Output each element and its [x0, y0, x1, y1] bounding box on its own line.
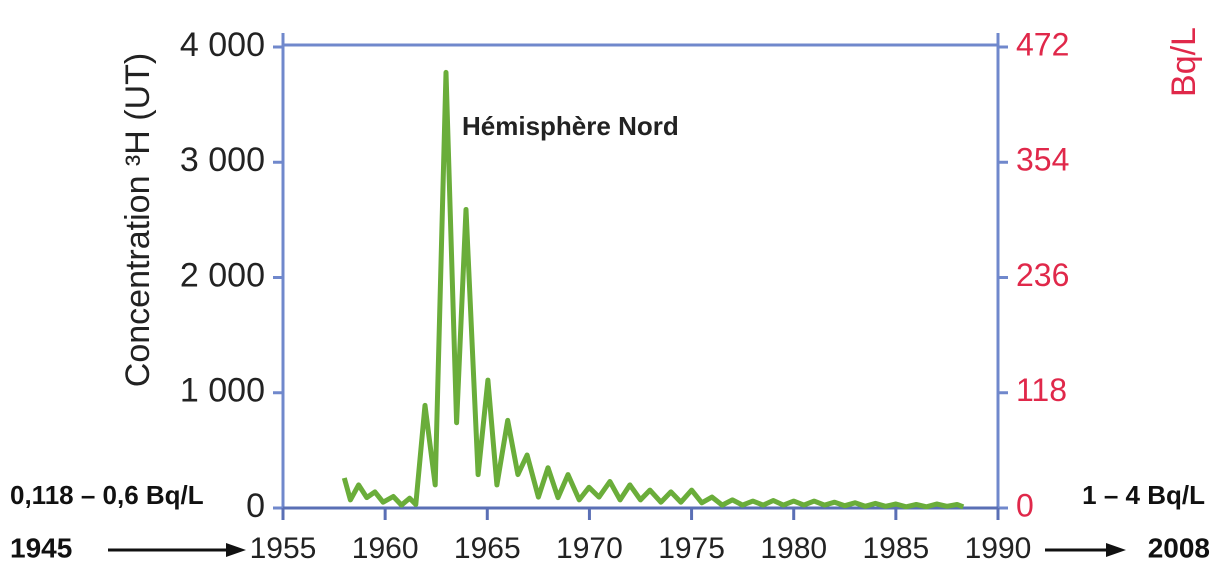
left-unit-range: 0,118 – 0,6 Bq/L: [10, 480, 204, 510]
y-tick-label: 1 000: [180, 372, 265, 410]
start-year: 1945: [10, 532, 72, 563]
y2-tick-label: 118: [1016, 372, 1067, 408]
right-unit-range: 1 – 4 Bq/L: [1082, 480, 1205, 510]
x-tick-label: 1980: [760, 532, 827, 565]
x-tick-label: 1990: [965, 532, 1032, 565]
x-tick-label: 1985: [862, 532, 929, 565]
x-tick-label: 1965: [454, 532, 521, 565]
arrow-head: [226, 543, 246, 557]
y2-tick-label: 472: [1016, 26, 1069, 62]
y-tick-label: 4 000: [180, 26, 265, 64]
y-tick-label: 3 000: [180, 141, 265, 179]
y-tick-label: 2 000: [180, 256, 265, 294]
y2-tick-label: 0: [1016, 487, 1034, 523]
x-tick-label: 1970: [556, 532, 623, 565]
y2-tick-label: 354: [1016, 142, 1069, 178]
y-tick-label: 0: [246, 487, 265, 525]
y2-tick-label: 236: [1016, 257, 1069, 293]
x-tick-label: 1955: [250, 532, 317, 565]
end-year: 2008: [1148, 532, 1210, 563]
x-tick-label: 1975: [658, 532, 725, 565]
series-line: [341, 69, 965, 510]
arrow-head: [1106, 543, 1126, 557]
y2-axis-label: Bq/L: [1165, 27, 1203, 97]
series-label: Hémisphère Nord: [462, 111, 679, 141]
x-tick-label: 1960: [352, 532, 419, 565]
y-axis-label: Concentration ³H (UT): [119, 53, 157, 387]
